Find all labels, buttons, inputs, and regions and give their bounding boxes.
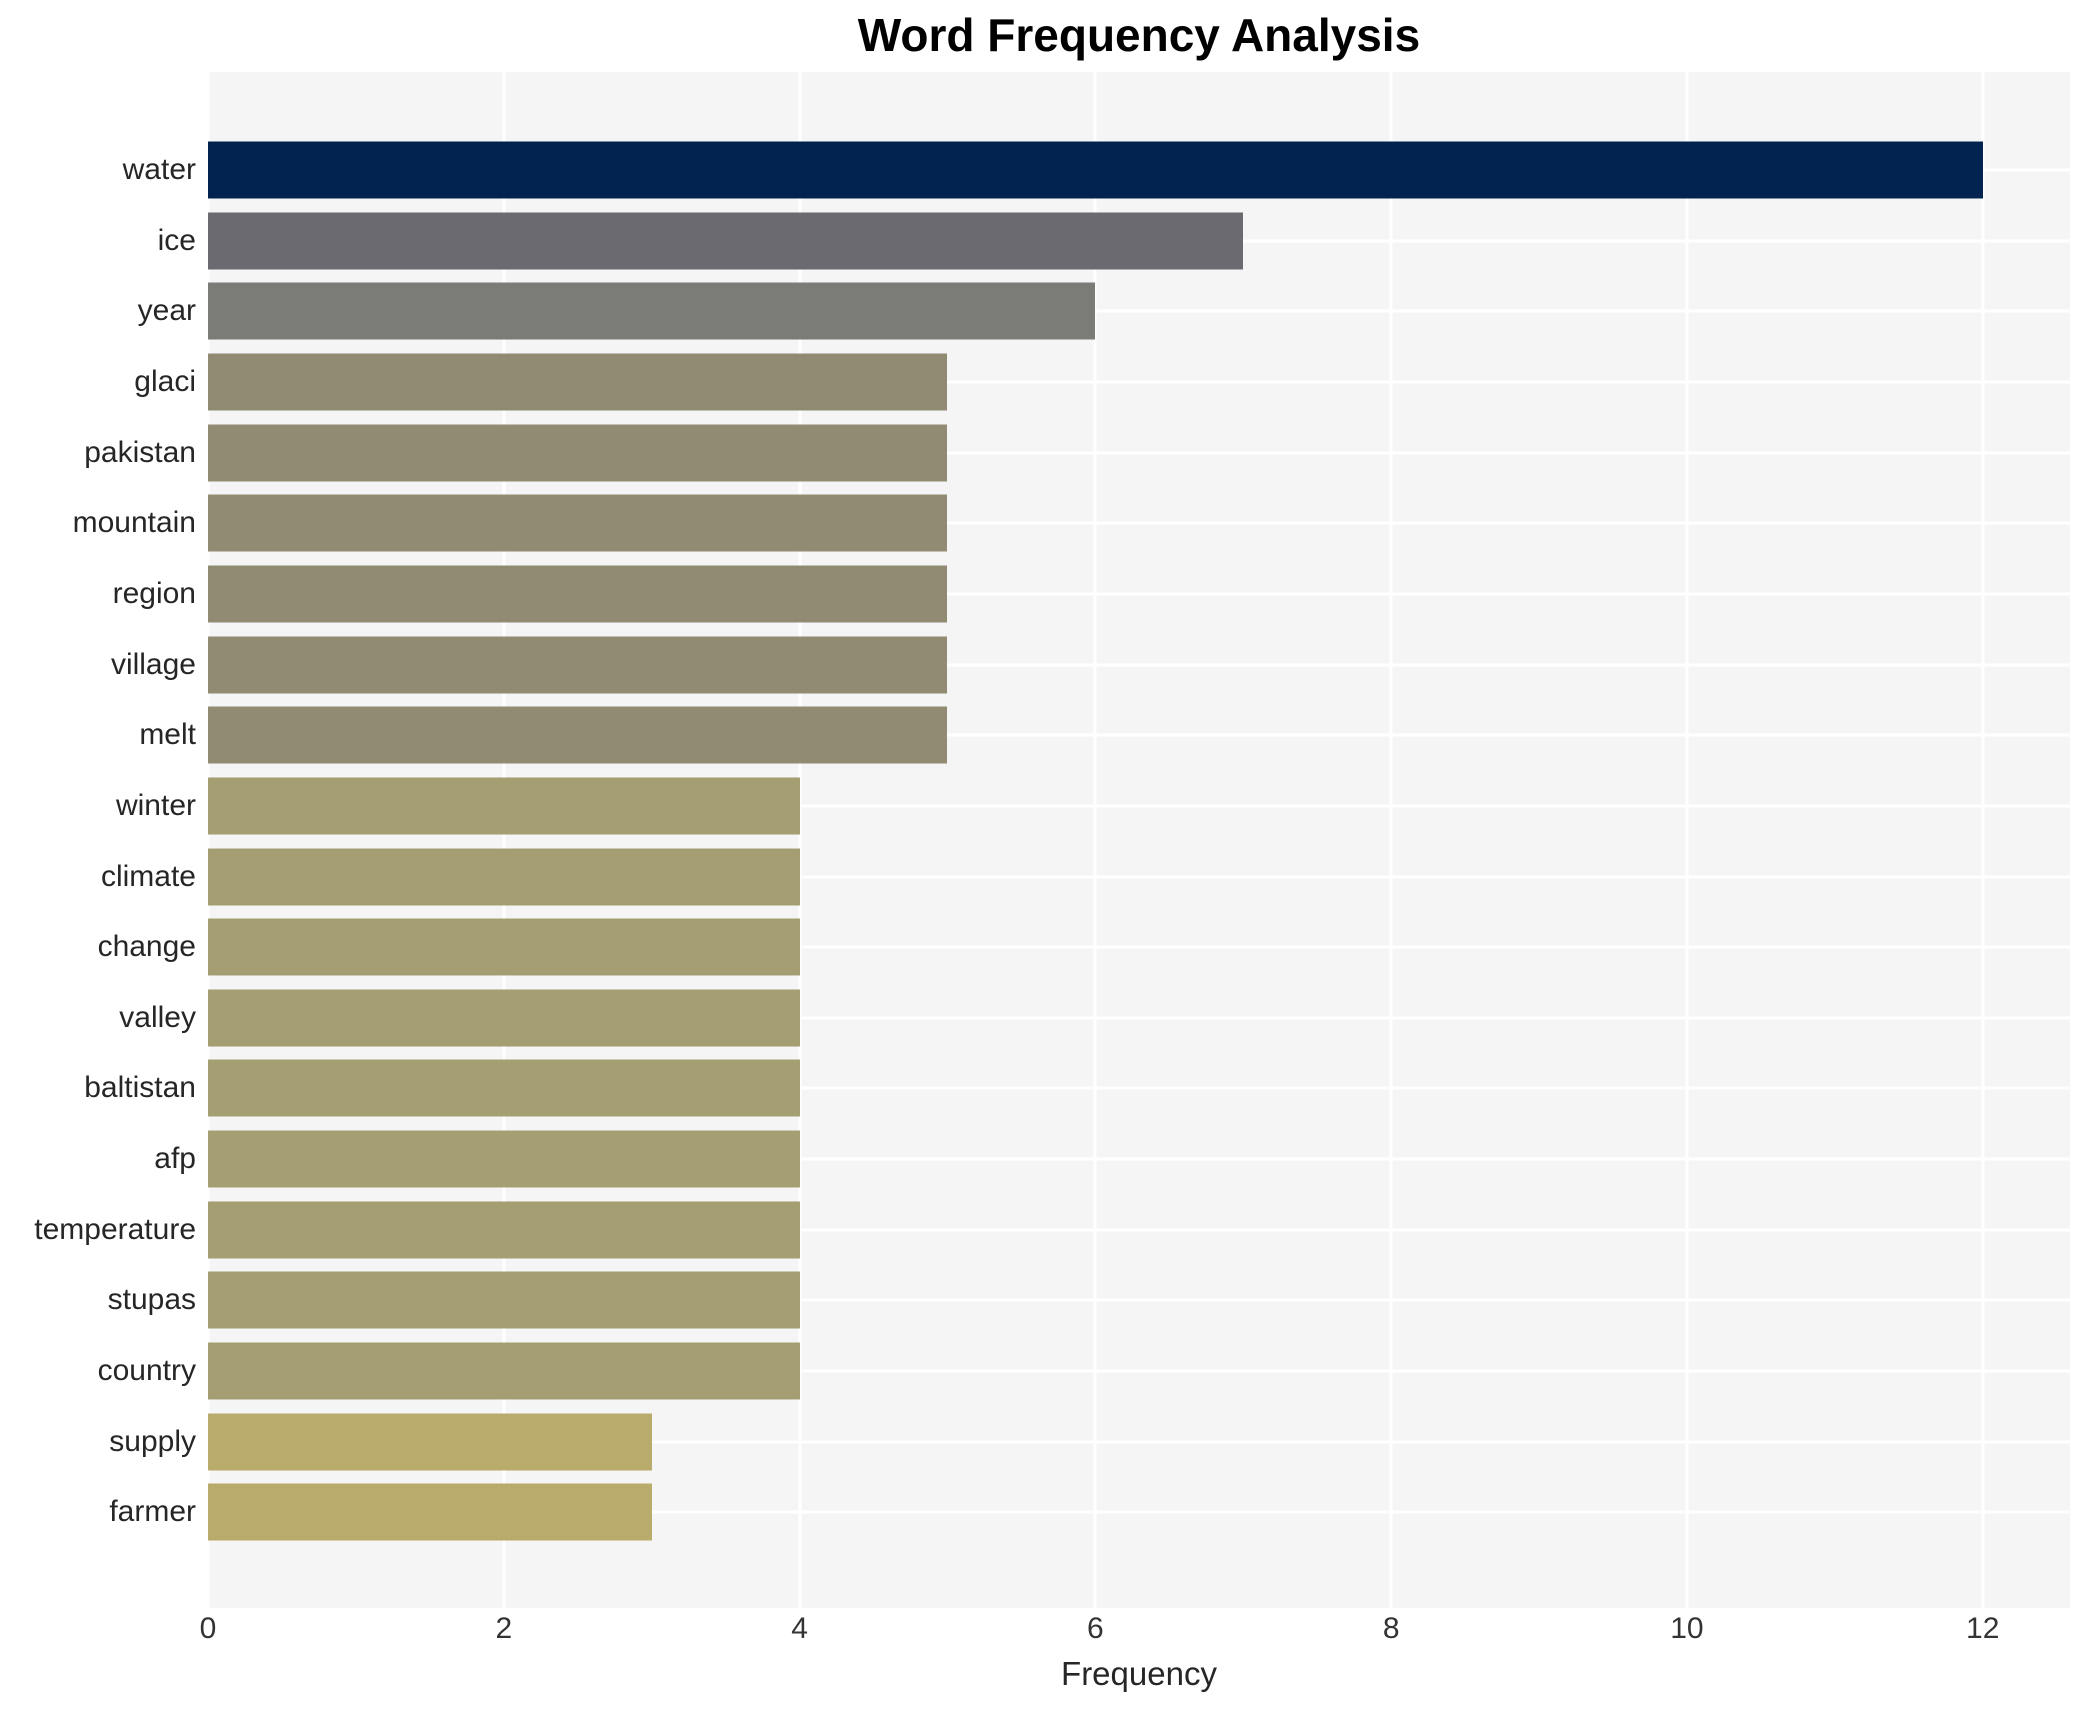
y-tick-label-melt: melt — [139, 718, 196, 752]
bar-ice — [208, 212, 1244, 270]
gridline — [206, 72, 210, 1608]
gridline — [1685, 72, 1689, 1608]
y-tick-label-mountain: mountain — [72, 506, 196, 540]
bar-year — [208, 282, 1096, 340]
gridline — [208, 733, 2070, 737]
y-tick-label-village: village — [110, 647, 196, 681]
gridline — [208, 309, 2070, 313]
gridline — [208, 1440, 2070, 1444]
bar-country — [208, 1342, 800, 1400]
y-tick-label-ice: ice — [157, 223, 196, 257]
y-tick-label-change: change — [97, 930, 196, 964]
gridline — [208, 875, 2070, 878]
bar-pakistan — [208, 424, 948, 482]
bar-climate — [208, 848, 800, 905]
y-tick-label-winter: winter — [115, 788, 196, 822]
gridline — [502, 72, 506, 1608]
x-tick-label-12: 12 — [1966, 1612, 2000, 1645]
y-tick-label-water: water — [122, 153, 196, 186]
y-axis-labels: water ice year glaci pakistan mountain region v… — [0, 72, 196, 1608]
gridline — [208, 663, 2070, 667]
bar-village — [208, 636, 948, 694]
x-tick-label-0: 0 — [199, 1612, 217, 1645]
y-tick-label-year: year — [137, 294, 196, 328]
gridline — [208, 451, 2070, 455]
x-tick-label-6: 6 — [1087, 1612, 1104, 1645]
gridline — [208, 1228, 2070, 1232]
gridline — [208, 1369, 2070, 1373]
bar-stupas — [208, 1271, 800, 1329]
bar-baltistan — [208, 1059, 800, 1117]
bar-afp — [208, 1130, 800, 1188]
gridline — [208, 804, 2070, 808]
gridline — [1389, 72, 1393, 1608]
chart-title: Word Frequency Analysis — [857, 9, 1421, 61]
bar-region — [208, 565, 948, 623]
gridline — [1093, 72, 1097, 1608]
x-tick-label-2: 2 — [495, 1612, 513, 1645]
y-tick-label-supply: supply — [109, 1424, 196, 1458]
y-tick-label-climate: climate — [100, 859, 196, 893]
bar-melt — [208, 706, 948, 764]
bar-water — [208, 141, 1983, 199]
x-tick-label-8: 8 — [1382, 1612, 1400, 1645]
gridline — [208, 1298, 2070, 1302]
bar-winter — [208, 777, 800, 835]
bar-mountain — [208, 494, 948, 552]
bar-valley — [208, 989, 800, 1047]
bar-temperature — [208, 1201, 800, 1259]
x-tick-label-10: 10 — [1670, 1612, 1704, 1645]
gridline — [208, 592, 2070, 596]
gridline — [208, 1086, 2070, 1090]
y-tick-label-valley: valley — [119, 1000, 196, 1034]
y-tick-label-baltistan: baltistan — [84, 1071, 196, 1105]
bar-farmer — [208, 1483, 652, 1541]
gridline — [1981, 72, 1985, 1608]
y-tick-label-stupas: stupas — [107, 1283, 196, 1317]
y-tick-label-farmer: farmer — [109, 1495, 196, 1529]
y-tick-label-region: region — [112, 576, 196, 610]
y-tick-label-pakistan: pakistan — [84, 435, 196, 469]
gridline — [208, 380, 2070, 384]
plot-area — [206, 72, 2070, 1608]
bar-supply — [208, 1413, 652, 1471]
y-tick-label-glaci: glaci — [134, 364, 196, 398]
gridline — [208, 1157, 2070, 1161]
x-tick-label-4: 4 — [791, 1612, 808, 1645]
gridline — [798, 72, 802, 1608]
gridline — [208, 1016, 2070, 1020]
y-tick-label-country: country — [97, 1354, 196, 1388]
gridline — [208, 1510, 2070, 1514]
gridline — [208, 945, 2070, 949]
x-axis-title: Frequency — [1061, 1655, 1217, 1692]
y-tick-label-afp: afp — [154, 1142, 196, 1176]
bar-glaci — [208, 353, 948, 411]
y-tick-label-temperature: temperature — [34, 1212, 196, 1246]
gridline — [208, 521, 2070, 525]
bar-change — [208, 918, 800, 976]
